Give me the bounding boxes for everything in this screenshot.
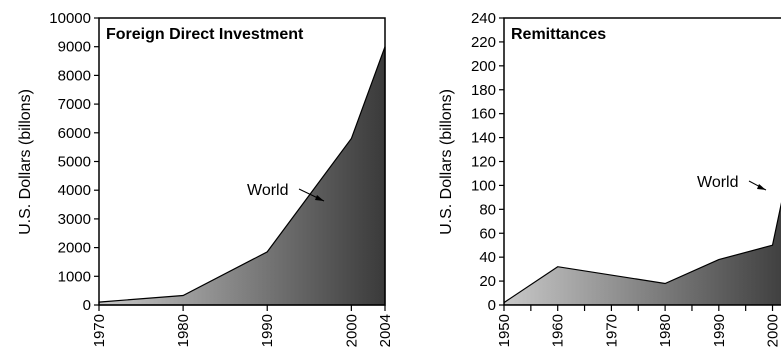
fdi-annotation-world: World (247, 182, 289, 199)
fdi-annotation-arrowhead (315, 195, 324, 201)
remittances-y-tick-label: 160 (471, 106, 496, 123)
remittances-y-tick-label: 40 (479, 249, 496, 266)
remittances-x-tick-label: 1990 (711, 314, 728, 347)
remittances-y-tick-label: 0 (488, 297, 496, 314)
fdi-y-axis: 0 1000 2000 3000 4000 5000 6000 7000 8000 9000 100… (49, 10, 99, 314)
remittances-x-tick-label: 1950 (496, 314, 513, 347)
fdi-y-tick-label: 4000 (58, 182, 91, 199)
remittances-annotation-arrowhead (757, 184, 766, 190)
fdi-y-tick-label: 10000 (49, 10, 91, 27)
fdi-x-tick-label: 2004 (377, 314, 394, 347)
fdi-x-tick-label: 1990 (259, 314, 276, 347)
fdi-y-tick-label: 8000 (58, 67, 91, 84)
fdi-y-tick-label: 1000 (58, 268, 91, 285)
fdi-y-tick-label: 9000 (58, 39, 91, 56)
fdi-y-tick-label: 2000 (58, 240, 91, 257)
fdi-x-tick-label: 2000 (343, 314, 360, 347)
remittances-y-tick-label: 20 (479, 273, 496, 290)
remittances-x-tick-label: 2000 (765, 314, 781, 347)
fdi-y-tick-label: 0 (83, 297, 91, 314)
remittances-title: Remittances (511, 26, 606, 43)
remittances-y-tick-label: 220 (471, 34, 496, 51)
fdi-x-tick-label: 1980 (175, 314, 192, 347)
fdi-y-tick-label: 5000 (58, 154, 91, 171)
remittances-area-world (504, 202, 781, 305)
fdi-y-tick-label: 7000 (58, 96, 91, 113)
fdi-title: Foreign Direct Investment (106, 26, 304, 43)
remittances-x-tick-label: 1980 (657, 314, 674, 347)
fdi-x-tick-label: 1970 (91, 314, 108, 347)
fdi-y-axis-label: U.S. Dollars (billons) (17, 89, 34, 235)
remittances-y-axis: 0 20 40 60 80 100 120 140 160 180 200 220 240 (471, 10, 504, 314)
remittances-x-tick-label: 1960 (550, 314, 567, 347)
fdi-y-tick-label: 6000 (58, 125, 91, 142)
fdi-area-world (98, 46, 386, 306)
remittances-y-tick-label: 180 (471, 82, 496, 99)
remittances-y-tick-label: 120 (471, 154, 496, 171)
remittances-y-tick-label: 100 (471, 177, 496, 194)
remittances-annotation-world: World (697, 174, 739, 191)
fdi-x-axis: 1970 1980 1990 2000 2004 (91, 305, 394, 347)
remittances-y-tick-label: 240 (471, 10, 496, 27)
remittances-y-tick-label: 140 (471, 130, 496, 147)
remittances-y-tick-label: 200 (471, 58, 496, 75)
fdi-y-tick-label: 3000 (58, 211, 91, 228)
fdi-chart: 0 1000 2000 3000 4000 5000 6000 7000 8000 9000 100… (17, 10, 394, 347)
remittances-y-axis-label: U.S. Dollars (billons) (438, 89, 455, 235)
remittances-y-tick-label: 60 (479, 225, 496, 242)
remittances-x-tick-label: 1970 (603, 314, 620, 347)
remittances-y-tick-label: 80 (479, 201, 496, 218)
remittances-x-axis: 1950 1960 1970 1980 1990 2000 (496, 305, 781, 347)
